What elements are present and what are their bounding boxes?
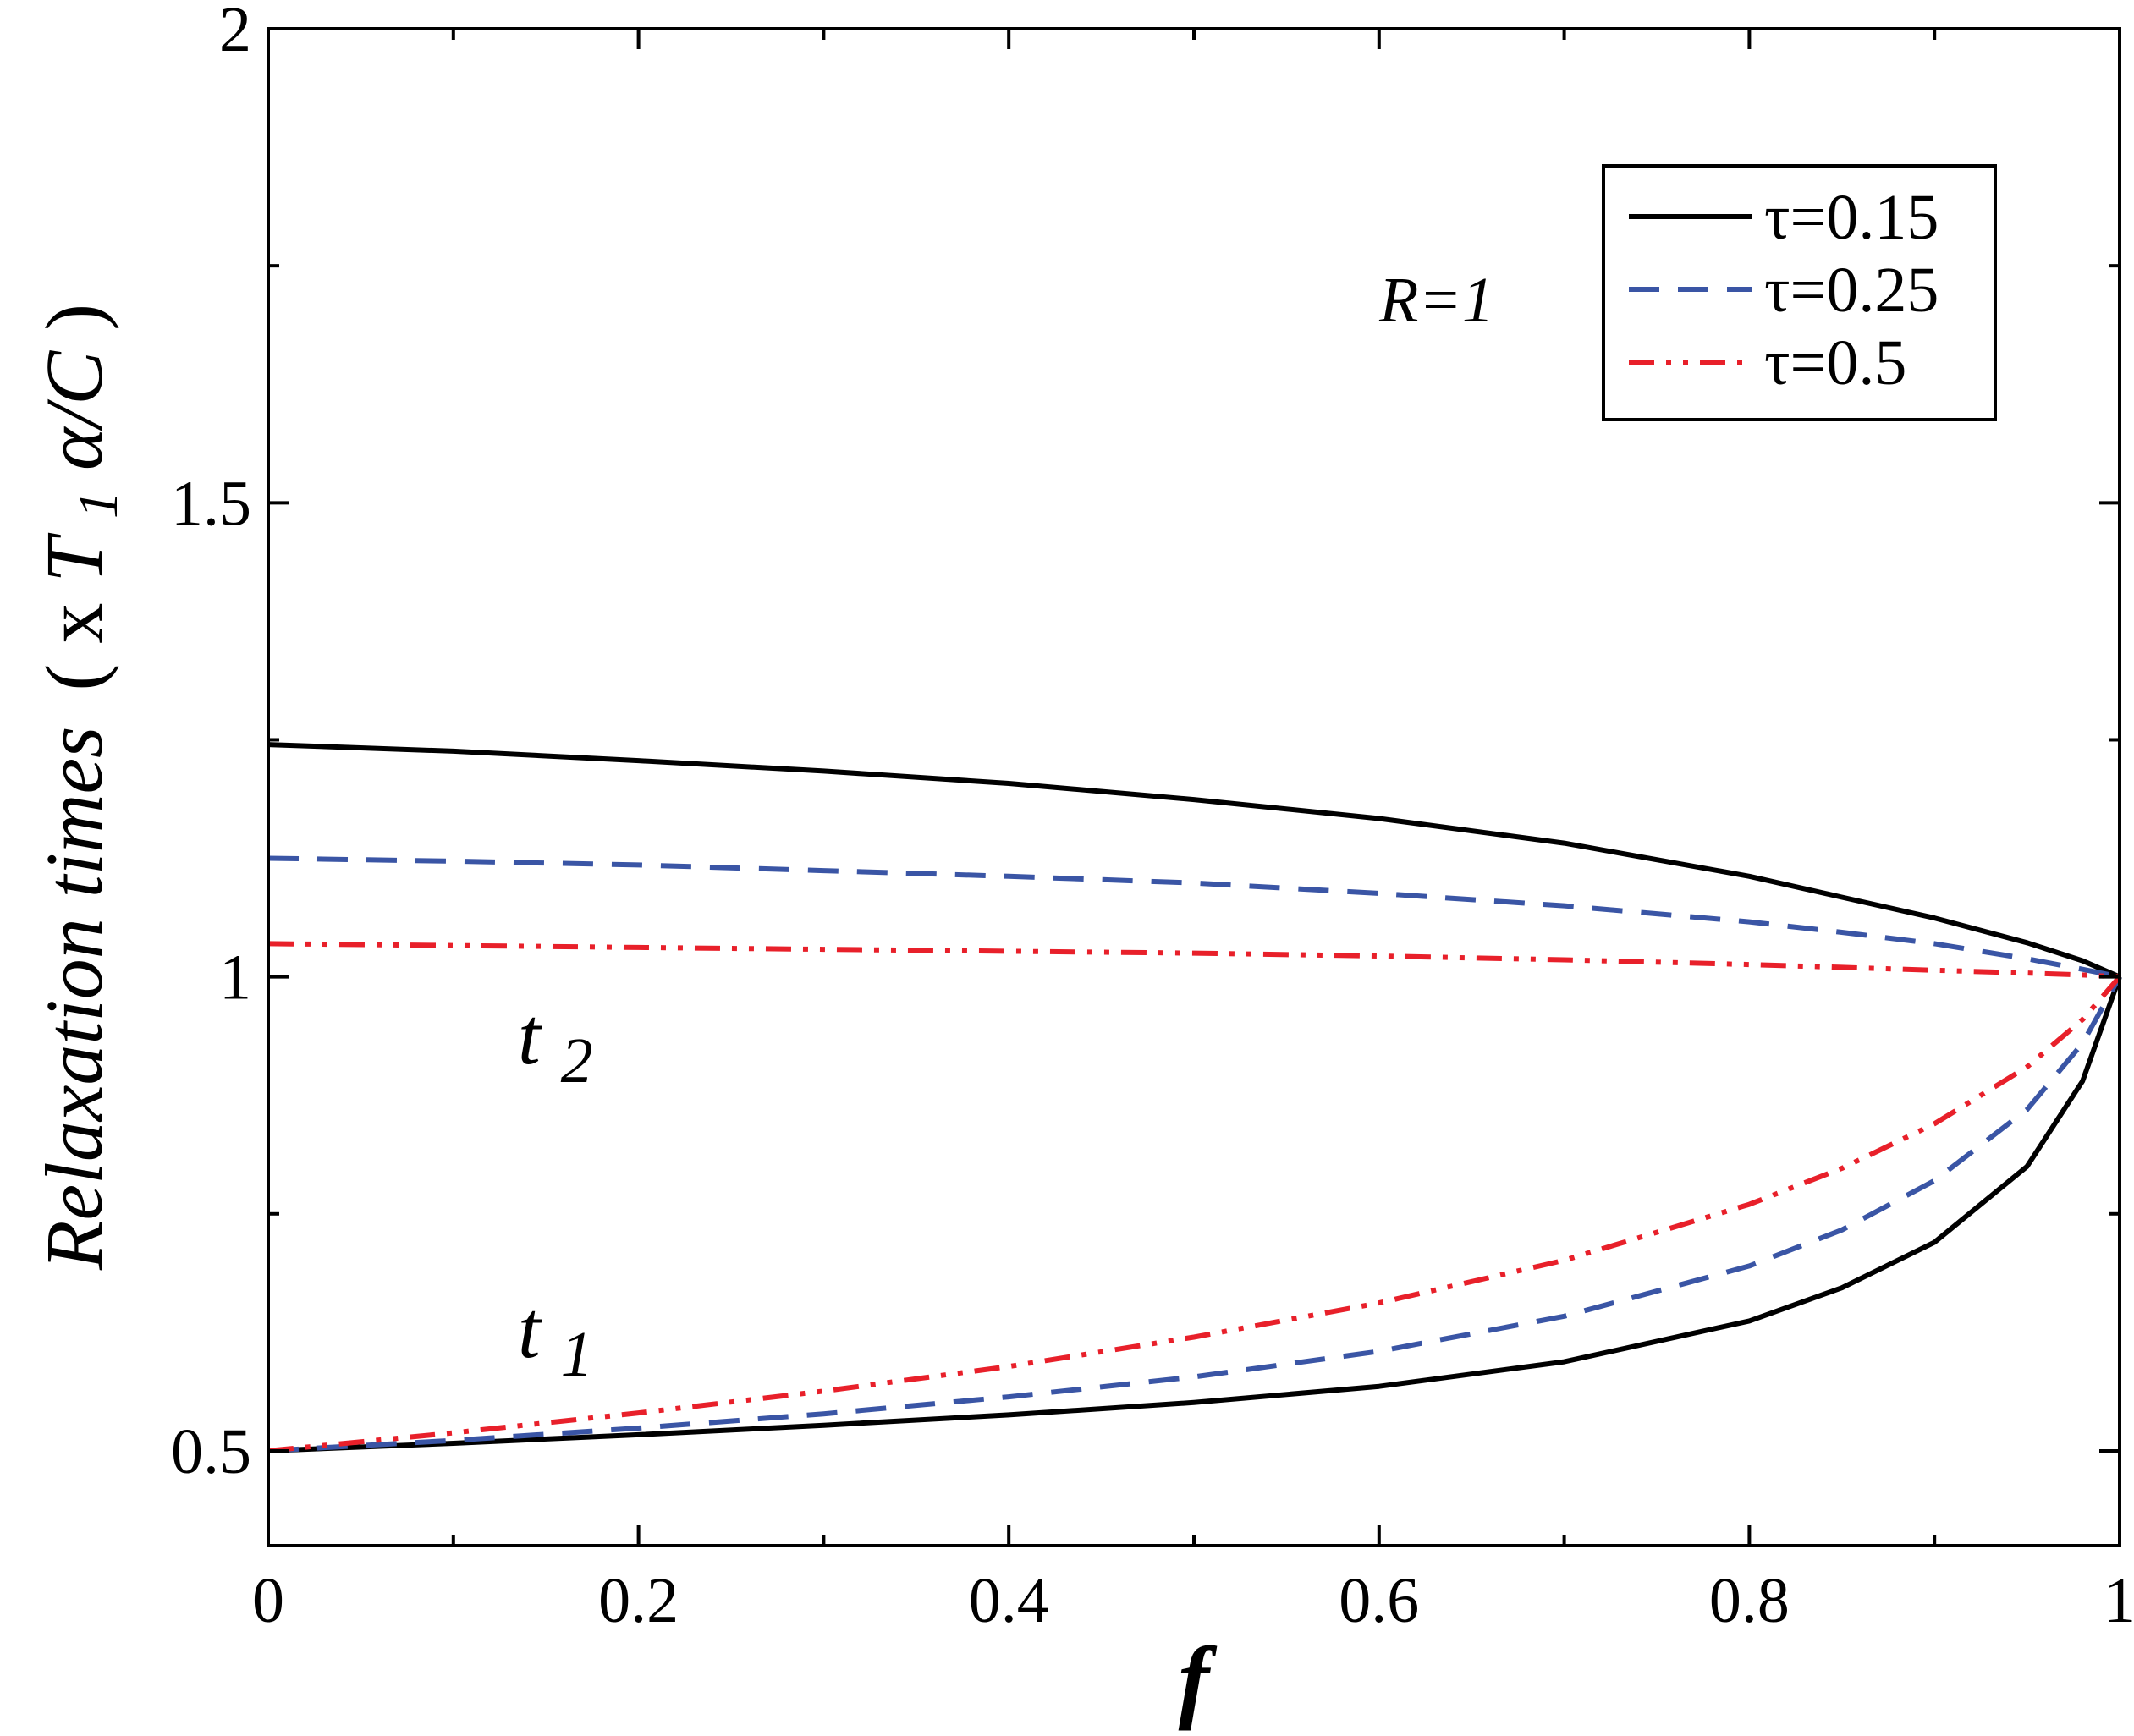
y-tick-label: 1 xyxy=(219,942,251,1014)
legend-label: τ=0.15 xyxy=(1764,182,1939,253)
t1-label-main: t xyxy=(518,1284,542,1375)
legend-box xyxy=(1602,164,1997,421)
series-line-t1-0_15 xyxy=(267,975,2122,1453)
axis-tick-labels: 0 0.2 0.4 0.6 0.8 1 0.5 1 1.5 2 xyxy=(171,0,2134,1636)
x-tick-label: 0.6 xyxy=(1339,1565,1419,1636)
y-axis-title-T-subscript: 1 xyxy=(68,491,129,519)
y-axis-title-paren-open: ( xyxy=(29,664,119,691)
x-tick-label: 0.8 xyxy=(1709,1565,1790,1636)
y-tick-label: 0.5 xyxy=(171,1416,251,1487)
y-axis-title-paren-close: ) xyxy=(29,304,119,331)
axis-ticks xyxy=(267,27,2121,1546)
t2-label-main: t xyxy=(518,991,542,1081)
legend-entries: τ=0.15τ=0.25τ=0.5 xyxy=(1629,182,1939,398)
series-line-t1-0_5 xyxy=(267,975,2122,1453)
x-tick-label: 0.2 xyxy=(598,1565,679,1636)
y-axis-title: Relaxation times ( x T 1 α/C ) xyxy=(29,304,135,1271)
legend-label: τ=0.5 xyxy=(1764,327,1906,398)
y-axis-title-main: Relaxation times xyxy=(29,727,119,1272)
x-tick-label: 1 xyxy=(2104,1565,2134,1636)
series-line-t2-0_15 xyxy=(267,742,2121,980)
legend-label: τ=0.25 xyxy=(1764,255,1939,326)
y-axis-title-T: T xyxy=(29,532,119,583)
y-tick-label: 2 xyxy=(219,0,251,65)
series-line-t1-0_25 xyxy=(267,975,2122,1453)
series-line-t2-0_5 xyxy=(267,941,2120,980)
t1-label-subscript: 1 xyxy=(561,1319,593,1390)
y-axis-title-prefix: x xyxy=(29,583,119,644)
t2-label: t 2 xyxy=(518,991,593,1096)
t1-label: t 1 xyxy=(518,1284,593,1390)
parameter-label: R=1 xyxy=(1378,265,1494,336)
y-tick-label: 1.5 xyxy=(171,468,251,539)
y-axis-title-suffix: α/C xyxy=(29,350,119,470)
legend: τ=0.15τ=0.25τ=0.5 xyxy=(1602,164,1997,421)
series-lines xyxy=(267,742,2122,1453)
x-tick-label: 0 xyxy=(252,1565,284,1636)
series-line-t2-0_25 xyxy=(267,855,2120,980)
t2-label-subscript: 2 xyxy=(561,1025,593,1096)
x-tick-label: 0.4 xyxy=(969,1565,1049,1636)
